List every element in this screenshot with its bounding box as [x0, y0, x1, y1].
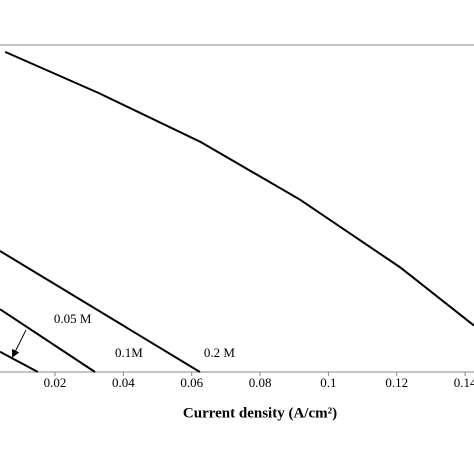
x-tick-label: 0.06	[180, 375, 203, 390]
series-label: 0.1M	[115, 345, 143, 360]
annotation-arrow	[12, 329, 27, 358]
series-label: 0.2 M	[204, 345, 236, 360]
x-tick-label: 0.02	[44, 375, 67, 390]
data-line	[4, 50, 474, 327]
data-line	[0, 350, 39, 373]
x-tick-label: 0.1	[320, 375, 336, 390]
x-tick-label: 0.14	[454, 375, 474, 390]
series-label: 0.05 M	[54, 311, 92, 326]
data-line	[0, 308, 96, 373]
x-tick-label: 0.08	[249, 375, 272, 390]
x-tick-label: 0.12	[385, 375, 408, 390]
x-axis-title: Current density (A/cm²)	[183, 405, 337, 421]
data-line	[0, 250, 201, 373]
x-tick-label: 0.04	[112, 375, 135, 390]
